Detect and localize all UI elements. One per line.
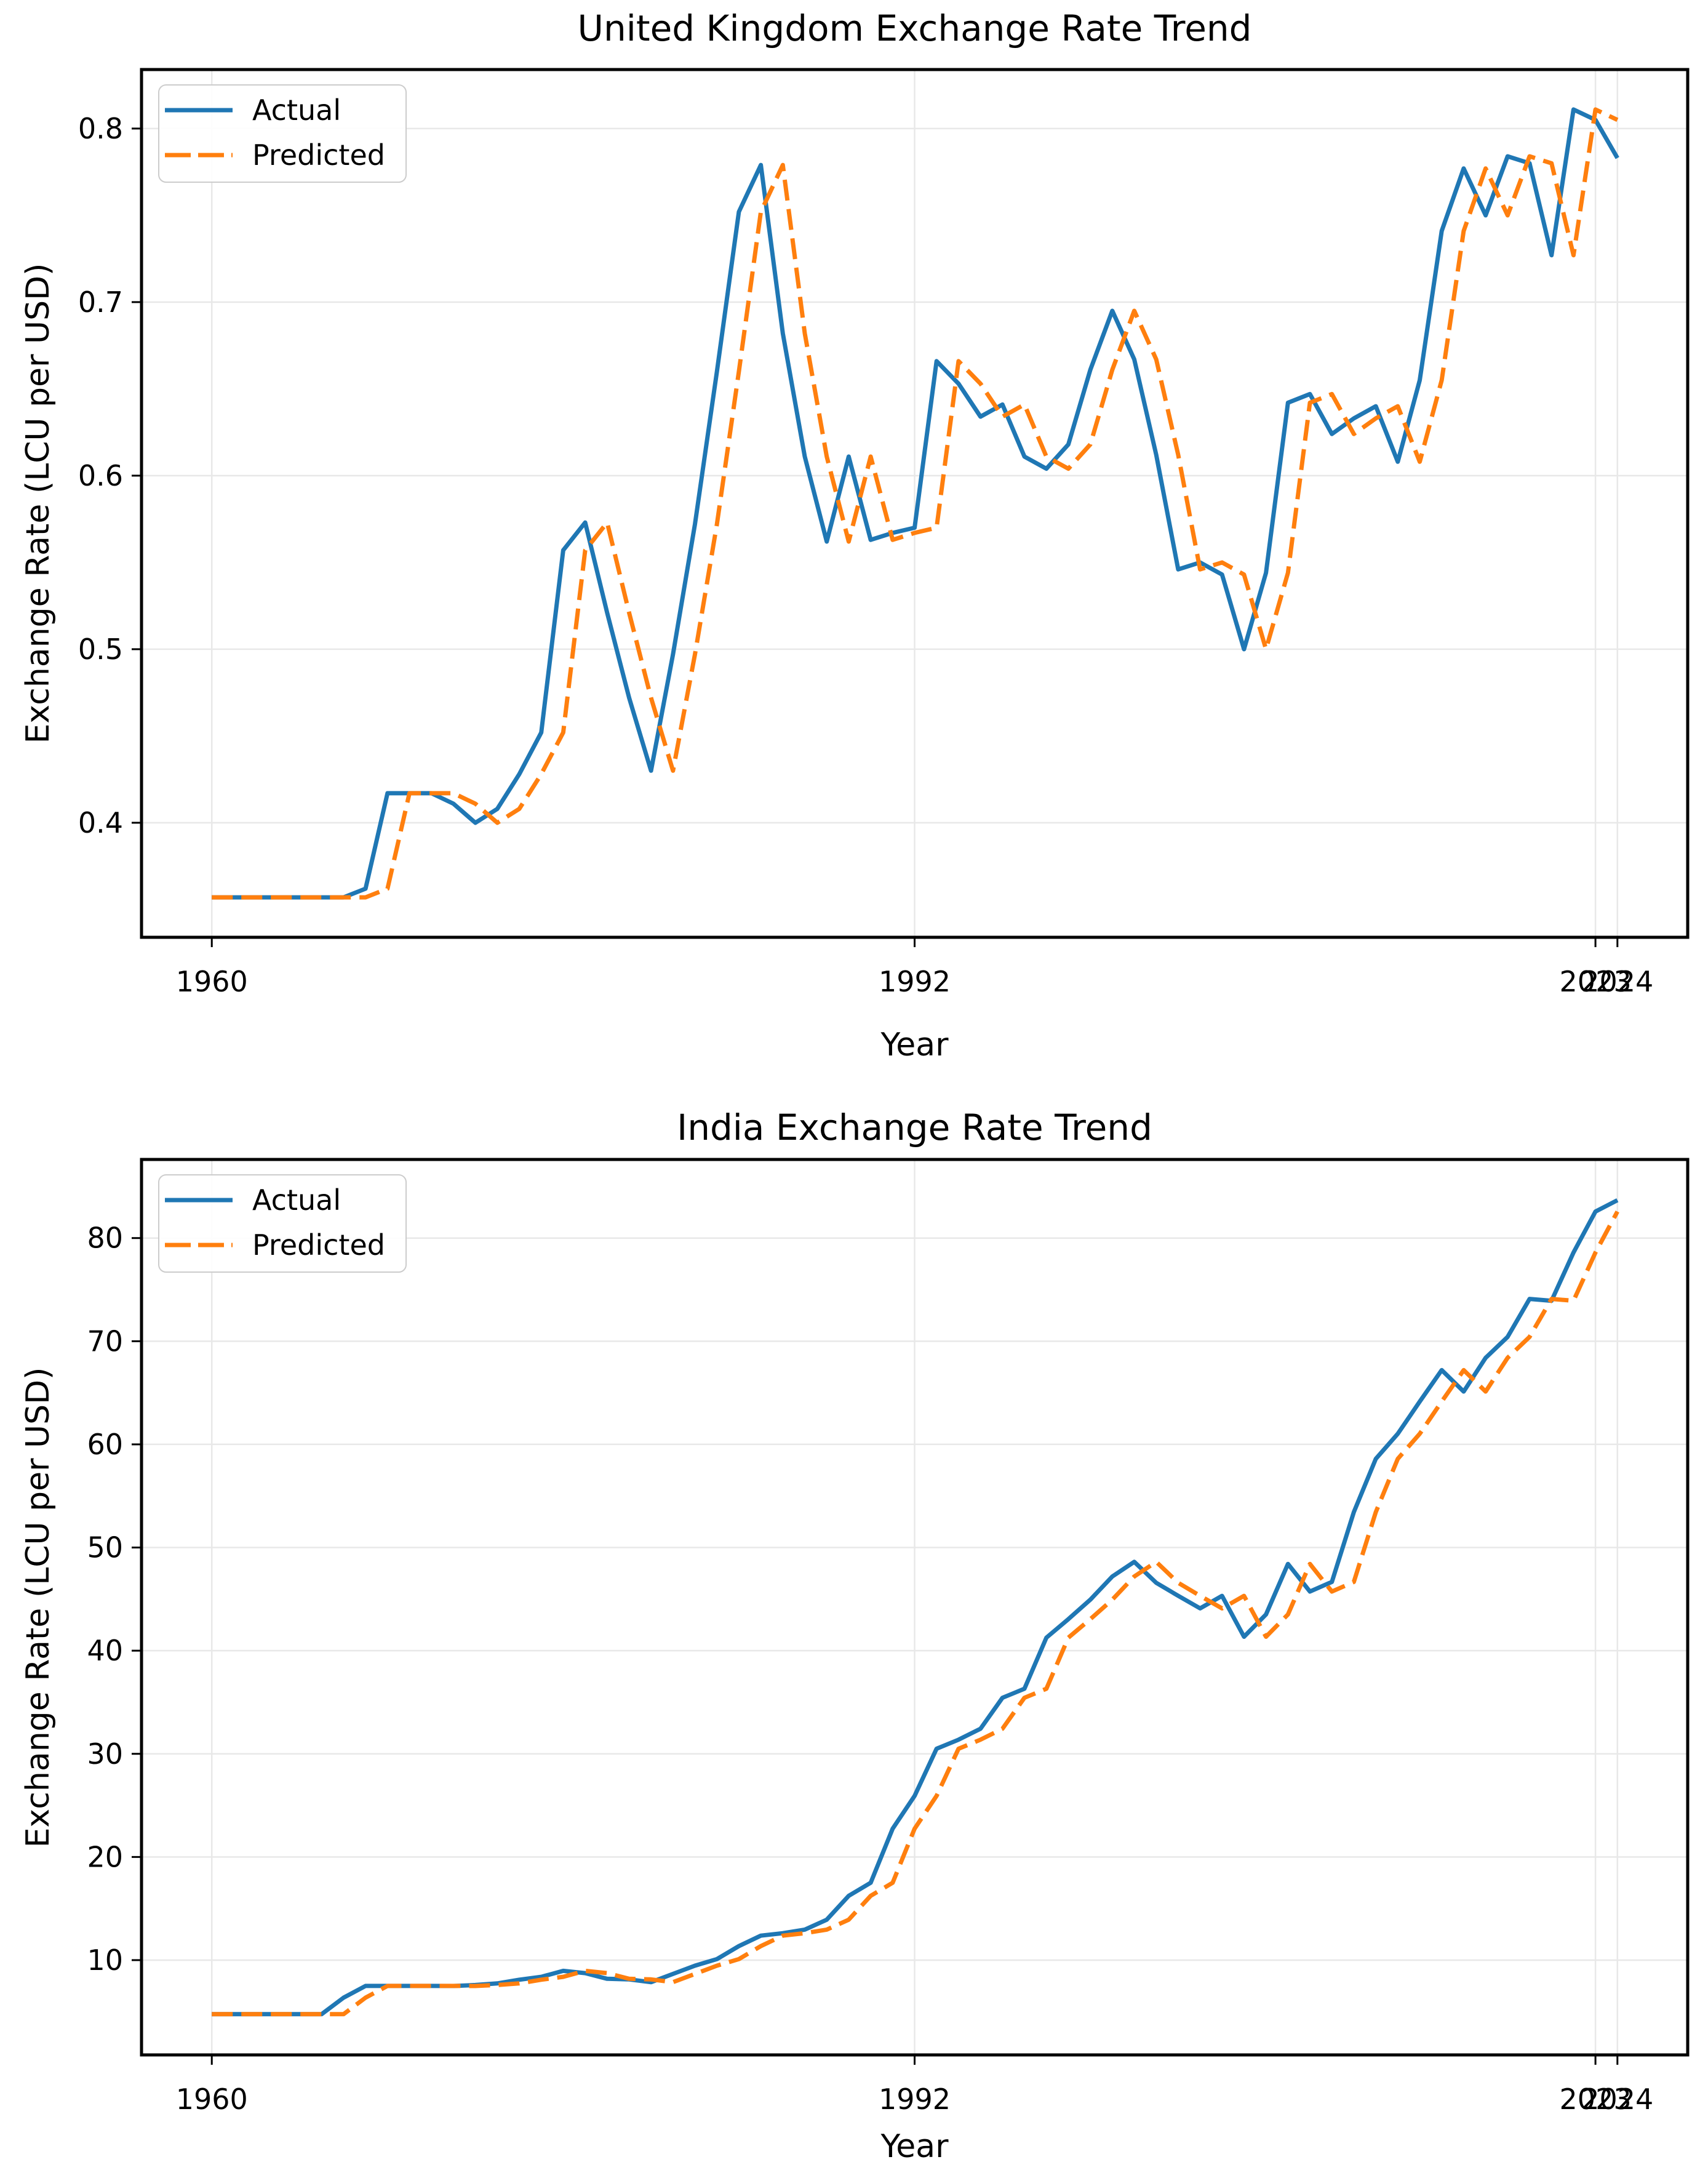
y-tick-label: 50 xyxy=(87,1531,123,1564)
y-tick-label: 0.6 xyxy=(78,459,123,492)
legend-label-actual: Actual xyxy=(252,1183,341,1217)
legend-label-predicted: Predicted xyxy=(252,1228,385,1262)
x-tick-label: 1960 xyxy=(176,965,248,998)
legend-0: Actual Predicted xyxy=(158,84,407,183)
x-tick-label: 2023 xyxy=(1560,965,1632,998)
india-x-axis-label: Year xyxy=(880,2128,949,2165)
gridlines xyxy=(142,1159,1688,2055)
y-tick-label: 60 xyxy=(87,1428,123,1461)
y-tick-label: 80 xyxy=(87,1222,123,1255)
series-line-actual-0 xyxy=(212,107,1619,900)
india-chart-title: India Exchange Rate Trend xyxy=(677,1107,1152,1148)
y-tick-label: 0.8 xyxy=(78,112,123,145)
y-tick-label: 40 xyxy=(87,1634,123,1667)
y-tick-label: 0.7 xyxy=(78,286,123,319)
series-line-predicted-1 xyxy=(212,1210,1619,2017)
x-tick-label: 1960 xyxy=(176,2083,248,2116)
series-line-predicted-0 xyxy=(212,107,1619,900)
y-tick-label: 20 xyxy=(87,1840,123,1873)
x-tick-label: 1992 xyxy=(879,965,951,998)
x-tick-label: 2024 xyxy=(1581,2083,1653,2116)
uk-x-axis-label: Year xyxy=(880,1027,949,1063)
x-tick-label: 1992 xyxy=(879,2083,951,2116)
legend-label-actual: Actual xyxy=(252,94,341,127)
legend-1: Actual Predicted xyxy=(158,1174,407,1273)
y-tick-label: 30 xyxy=(87,1737,123,1771)
y-tick-label: 70 xyxy=(87,1324,123,1358)
y-tick-label: 10 xyxy=(87,1944,123,1977)
gridlines xyxy=(142,70,1688,937)
y-tick-label: 0.5 xyxy=(78,633,123,666)
uk-chart-title: United Kingdom Exchange Rate Trend xyxy=(577,7,1252,49)
y-tick-label: 0.4 xyxy=(78,806,123,839)
x-tick-label: 2024 xyxy=(1581,965,1653,998)
x-tick-label: 2023 xyxy=(1560,2083,1632,2116)
legend-label-predicted: Predicted xyxy=(252,138,385,172)
